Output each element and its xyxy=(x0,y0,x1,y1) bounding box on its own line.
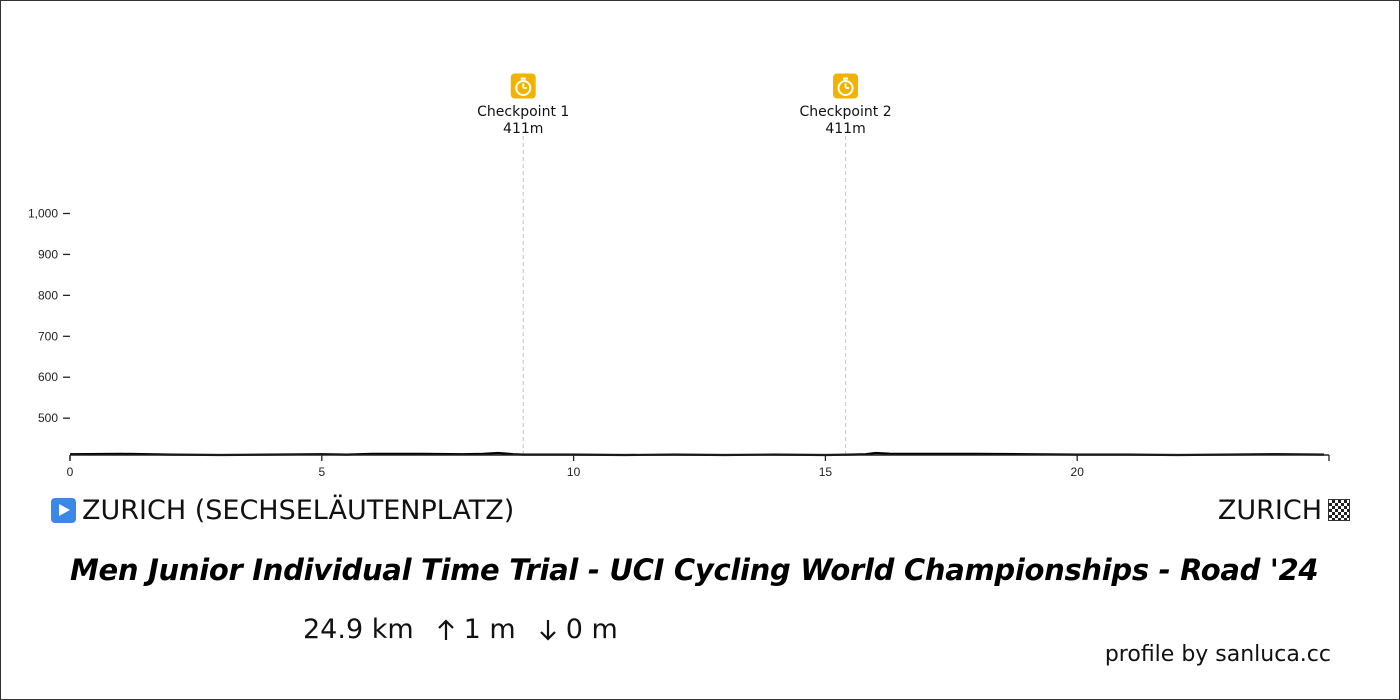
arrow-down-icon xyxy=(539,619,556,641)
stopwatch-icon xyxy=(510,73,536,99)
distance-stat: 24.9 km xyxy=(303,614,414,645)
finish-location: ZURICH xyxy=(1218,490,1350,530)
y-tick-label: 500 xyxy=(38,411,58,425)
x-tick-label: 5 xyxy=(318,465,325,479)
checkered-flag-icon xyxy=(1328,499,1350,521)
checkpoint-elevation: 411m xyxy=(503,121,543,137)
checkpoint-elevation: 411m xyxy=(825,121,865,137)
x-tick-label: 20 xyxy=(1071,465,1085,479)
arrow-up-icon xyxy=(437,618,454,640)
start-location: ZURICH (SECHSELÄUTENPLATZ) xyxy=(51,490,514,530)
y-tick-label: 700 xyxy=(38,329,58,343)
stopwatch-icon xyxy=(833,73,859,99)
x-tick-label: 15 xyxy=(819,465,833,479)
checkpoint-label: Checkpoint 1 xyxy=(477,104,569,120)
play-icon xyxy=(51,497,76,523)
route-stats: 24.9 km 1 m 0 m xyxy=(303,614,618,645)
checkpoint-label: Checkpoint 2 xyxy=(799,104,891,120)
finish-location-name: ZURICH xyxy=(1217,494,1322,526)
y-axis: 500 600 700 800 900 1,000 xyxy=(28,207,70,425)
race-title: Men Junior Individual Time Trial - UCI C… xyxy=(70,553,1319,587)
y-tick-label: 800 xyxy=(38,288,58,302)
x-tick-label: 10 xyxy=(567,465,581,479)
ascent-stat: 1 m xyxy=(436,614,516,645)
start-location-name: ZURICH (SECHSELÄUTENPLATZ) xyxy=(82,494,515,526)
y-tick-label: 600 xyxy=(38,370,58,384)
x-axis: 0 5 10 15 20 xyxy=(67,454,1330,479)
credit-text: profile by sanluca.cc xyxy=(1104,642,1331,667)
y-tick-label: 1,000 xyxy=(28,207,58,221)
descent-value: 0 m xyxy=(565,614,618,645)
distance-value: 24.9 km xyxy=(303,614,414,645)
y-tick-label: 900 xyxy=(38,247,58,261)
ascent-value: 1 m xyxy=(463,614,516,645)
descent-stat: 0 m xyxy=(538,614,618,645)
x-tick-label: 0 xyxy=(67,465,74,479)
